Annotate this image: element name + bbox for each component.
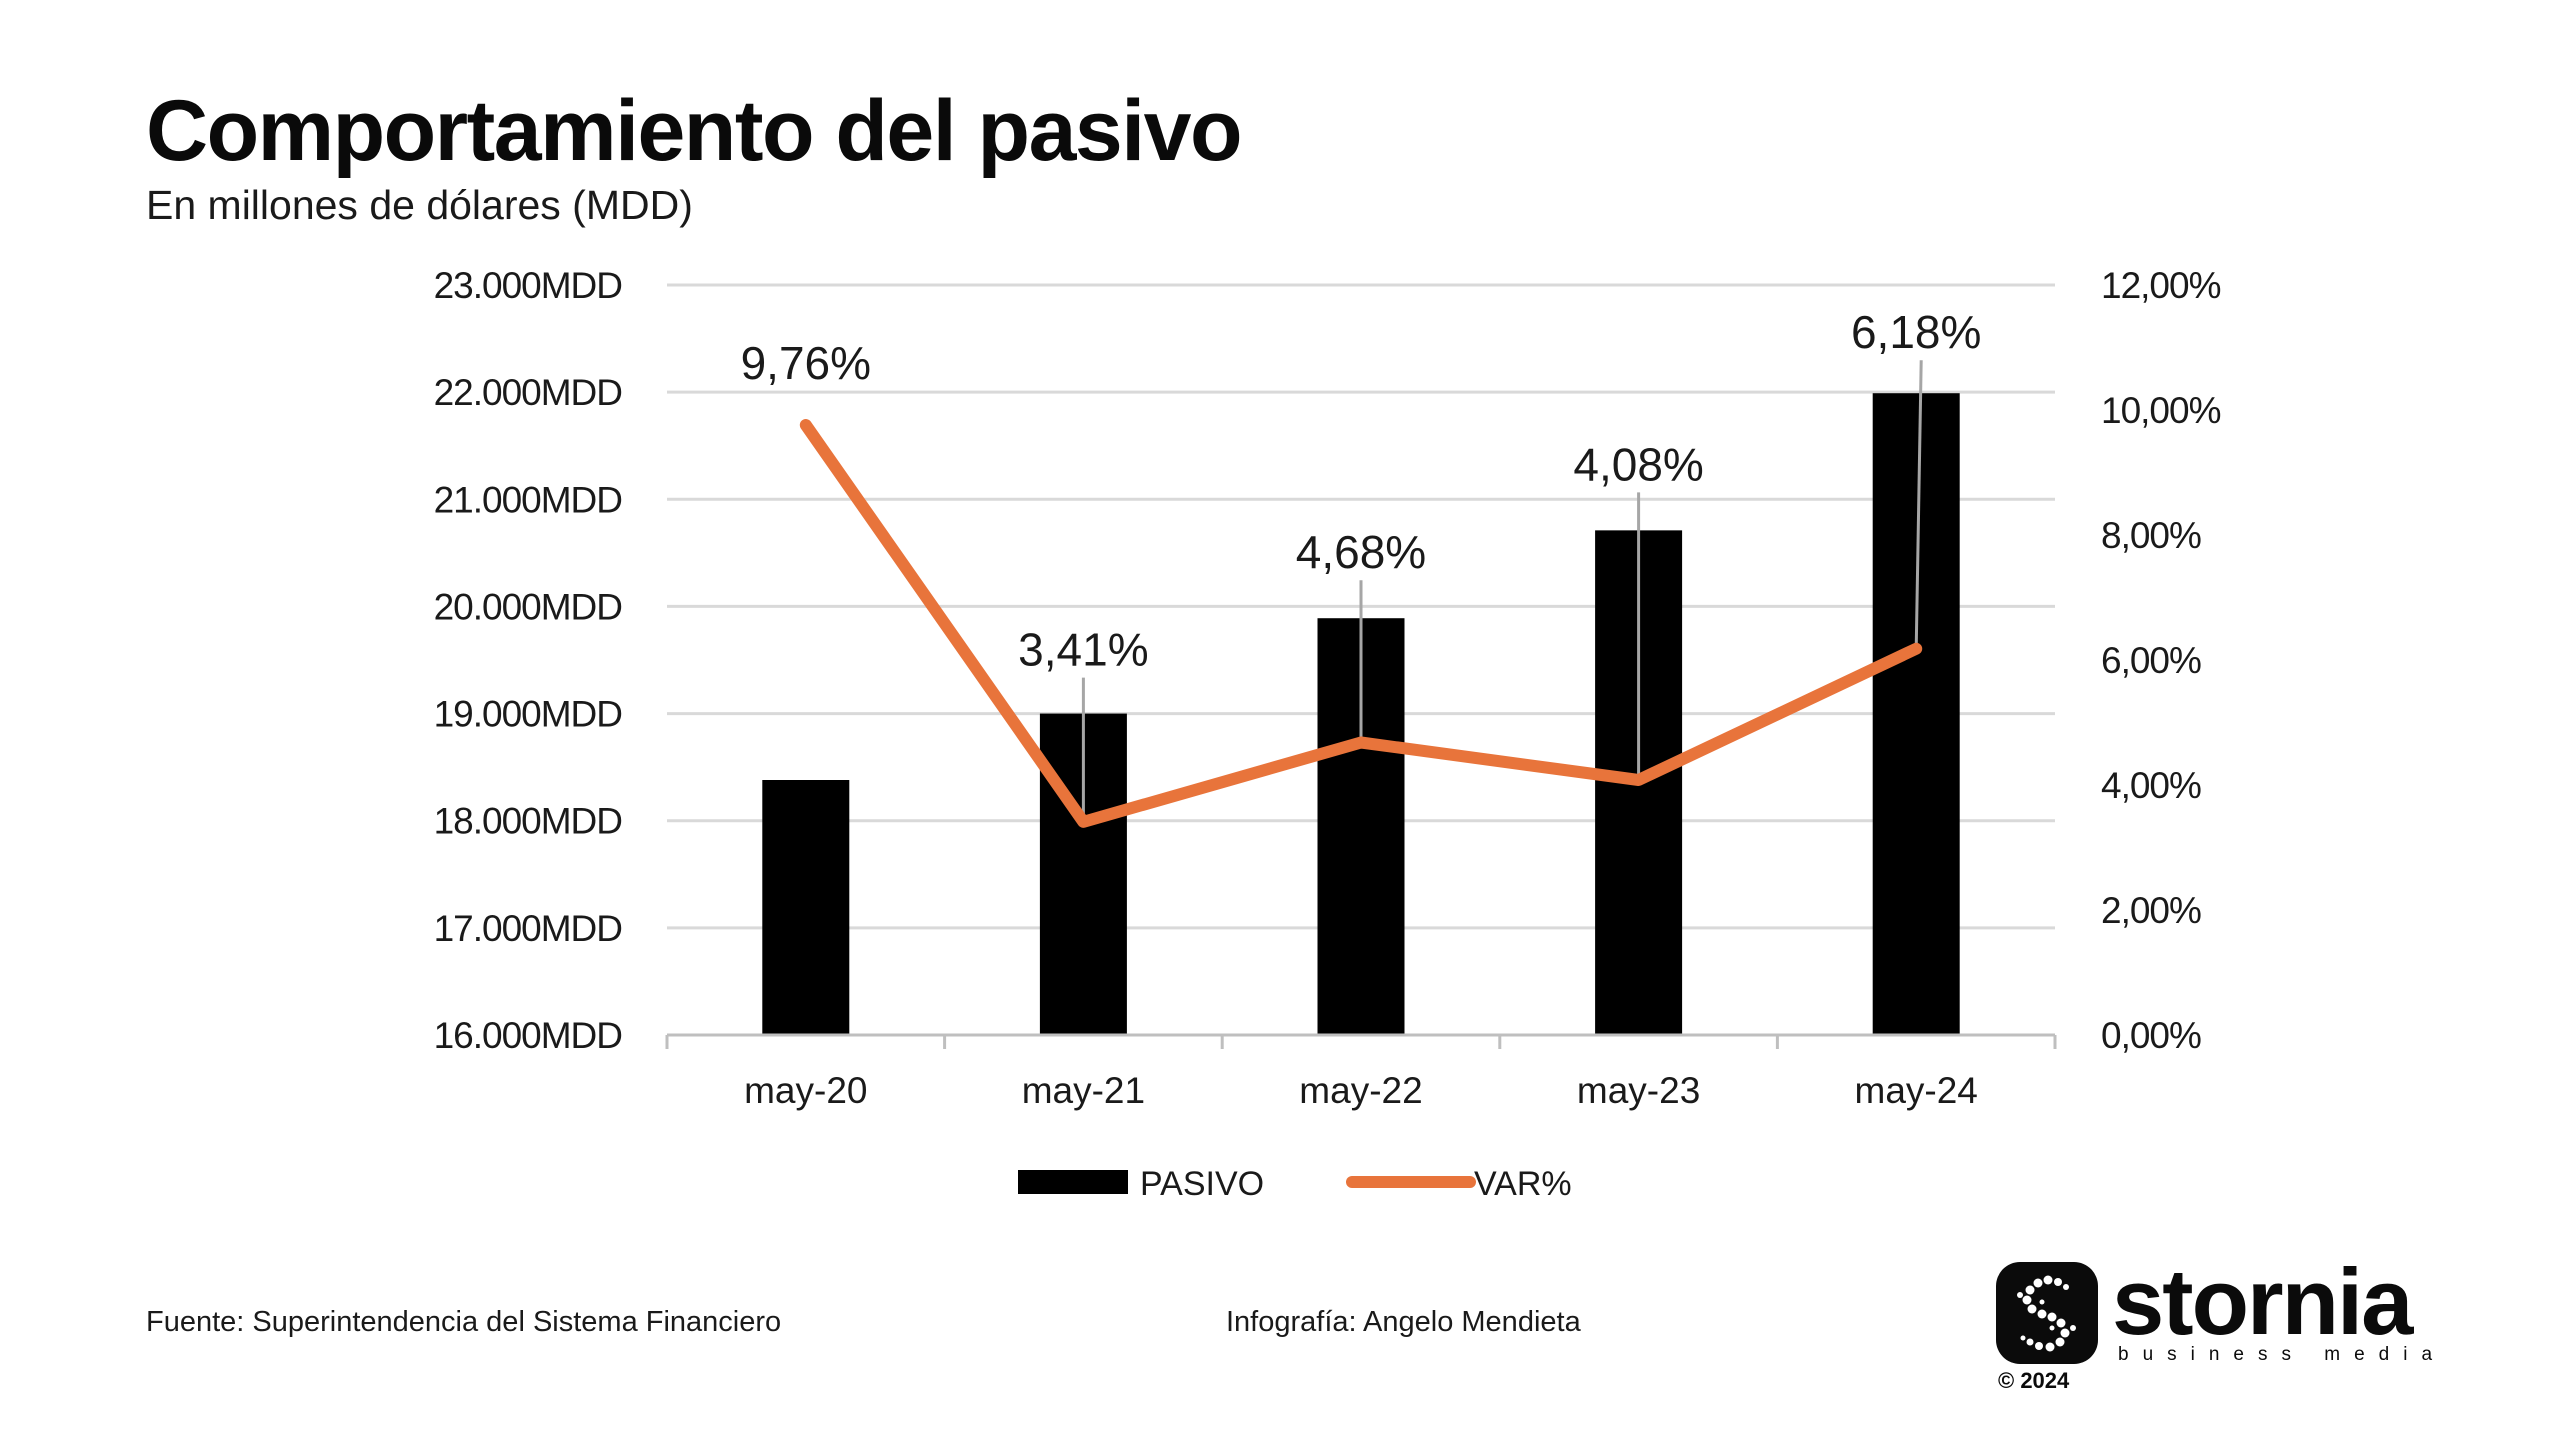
label-leaders — [1081, 360, 1923, 822]
logo-copyright: © 2024 — [1998, 1368, 2070, 1393]
leader-line — [1914, 360, 1923, 649]
y-right-tick-label: 0,00% — [2101, 1015, 2201, 1056]
legend-label-pasivo: PASIVO — [1140, 1165, 1264, 1203]
x-tick-label: may-23 — [1577, 1070, 1700, 1111]
y-left-tick-label: 17.000MDD — [434, 908, 622, 949]
legend-swatch-pasivo — [1018, 1170, 1128, 1194]
line-var-point — [1360, 741, 1362, 744]
combo-chart: 9,76% 3,41% 4,68% 4,08% 6,18% 16.000MDD 17.00… — [434, 265, 2222, 1203]
y-right-tick-label: 6,00% — [2101, 640, 2201, 681]
y-left-tick-label: 19.000MDD — [434, 694, 622, 735]
data-label-var: 4,68% — [1296, 526, 1426, 578]
legend: PASIVO VAR% — [1018, 1165, 1572, 1203]
y-right-tick-label: 4,00% — [2101, 765, 2201, 806]
legend-label-var: VAR% — [1474, 1165, 1572, 1203]
y-left-tick-label: 21.000MDD — [434, 479, 622, 520]
data-label-var: 6,18% — [1851, 306, 1981, 358]
line-var-point — [1915, 647, 1918, 650]
chart-title: Comportamiento del pasivo — [146, 83, 1243, 179]
line-var-point — [1082, 820, 1085, 823]
y-right-tick-label: 12,00% — [2101, 265, 2221, 306]
y-right-tick-label: 10,00% — [2101, 390, 2221, 431]
logo-wordmark: stornia — [2112, 1249, 2413, 1354]
data-labels: 9,76% 3,41% 4,68% 4,08% 6,18% — [741, 306, 1982, 675]
line-var-point — [804, 424, 807, 426]
x-tick-label: may-20 — [744, 1070, 867, 1111]
x-tick-label: may-22 — [1299, 1070, 1422, 1111]
y-left-tick-label: 18.000MDD — [434, 801, 622, 842]
line-var-point — [1637, 779, 1640, 781]
y-left-tick-label: 22.000MDD — [434, 372, 622, 413]
bar-pasivo — [762, 780, 850, 1035]
logo-tagline: business media — [2118, 1344, 2447, 1365]
y-left-tick-label: 16.000MDD — [434, 1015, 622, 1056]
y-right-tick-label: 2,00% — [2101, 890, 2201, 931]
y-left-tick-label: 23.000MDD — [434, 265, 622, 306]
y-left-tick-label: 20.000MDD — [434, 586, 622, 627]
stornia-logo: stornia business media © 2024 — [1996, 1249, 2447, 1402]
line-var — [799, 419, 1923, 828]
source-note: Fuente: Superintendencia del Sistema Fin… — [146, 1306, 782, 1338]
data-label-var: 4,08% — [1573, 438, 1703, 490]
chart-subtitle: En millones de dólares (MDD) — [146, 182, 693, 228]
x-tick-label: may-24 — [1855, 1070, 1978, 1111]
dotted-s-icon — [2017, 1275, 2076, 1352]
data-label-var: 9,76% — [741, 337, 871, 389]
x-tick-label: may-21 — [1022, 1070, 1145, 1111]
axes: 16.000MDD 17.000MDD 18.000MDD 19.000MDD 20.0… — [434, 265, 2222, 1111]
y-right-tick-label: 8,00% — [2101, 515, 2201, 556]
stornia-logo-mark-icon — [1996, 1262, 2098, 1364]
bar-pasivo — [1872, 393, 1960, 1035]
data-label-var: 3,41% — [1018, 624, 1148, 676]
credit-note: Infografía: Angelo Mendieta — [1226, 1306, 1581, 1338]
